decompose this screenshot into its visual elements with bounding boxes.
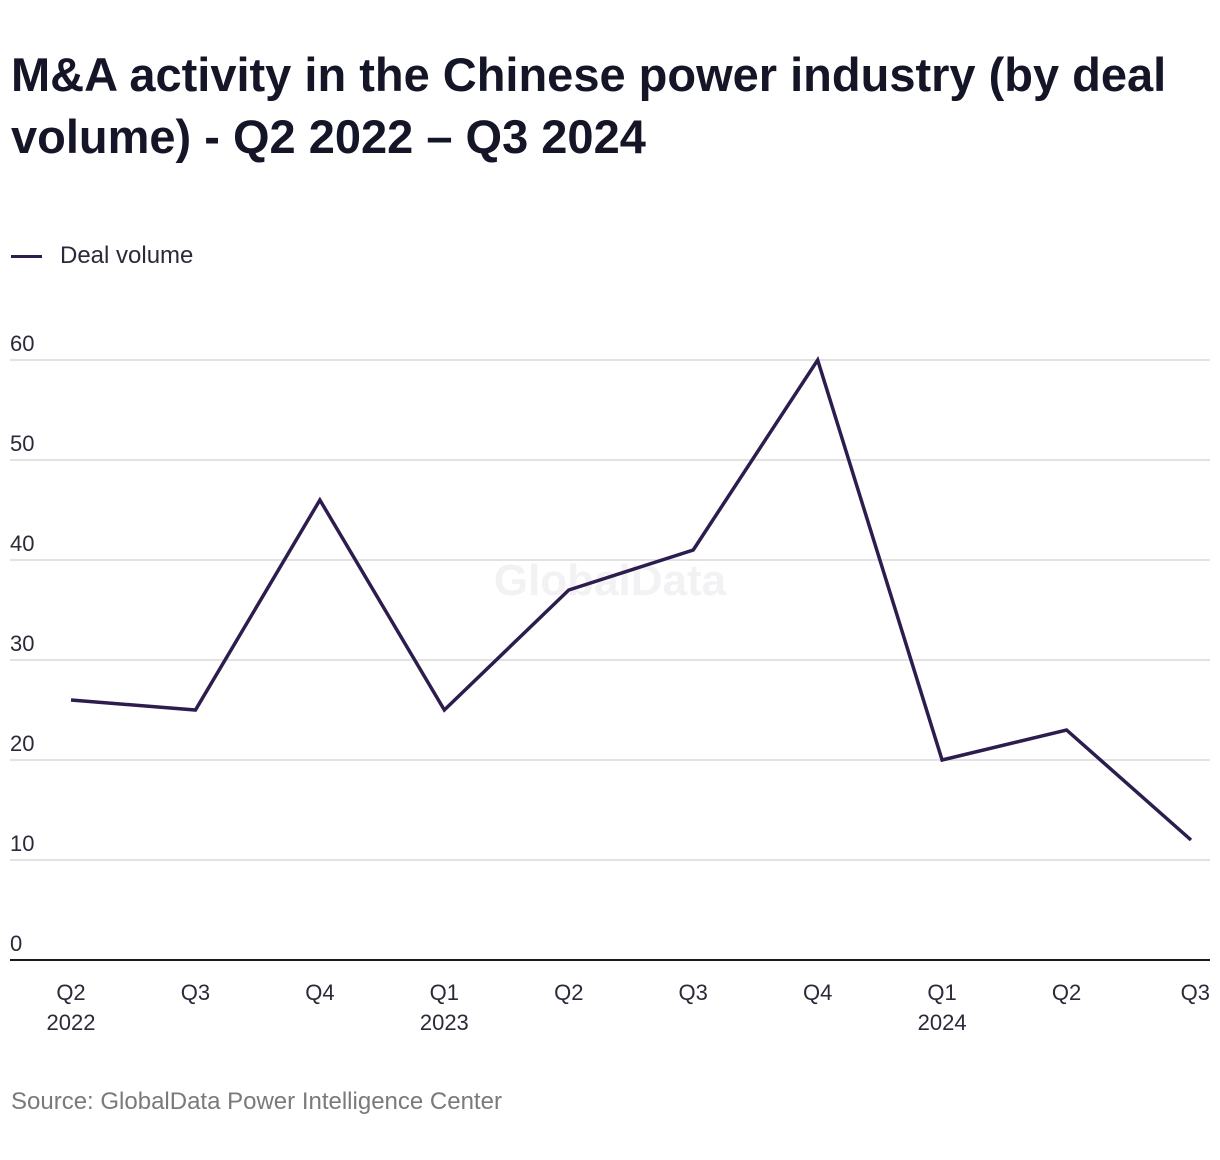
grid-lines bbox=[10, 359, 1210, 961]
series-line bbox=[70, 355, 1193, 842]
x-tick-label: Q3 bbox=[181, 980, 210, 1005]
x-tick-year-label: 2024 bbox=[918, 1010, 967, 1035]
series-layer bbox=[70, 355, 1193, 842]
x-tick-label: Q2 bbox=[1052, 980, 1081, 1005]
source-note: Source: GlobalData Power Intelligence Ce… bbox=[11, 1088, 502, 1115]
legend-label: Deal volume bbox=[60, 242, 194, 269]
legend: Deal volume bbox=[11, 242, 193, 270]
x-tick-label: Q2 bbox=[56, 980, 85, 1005]
watermark: GlobalData bbox=[494, 556, 727, 605]
watermark-layer: GlobalData bbox=[494, 556, 727, 605]
x-tick-year-label: 2022 bbox=[47, 1010, 96, 1035]
x-tick-label: Q3 bbox=[679, 980, 708, 1005]
y-tick-label: 30 bbox=[10, 631, 34, 656]
y-tick-label: 0 bbox=[10, 931, 22, 956]
y-tick-label: 40 bbox=[10, 531, 34, 556]
x-tick-year-label: 2023 bbox=[420, 1010, 469, 1035]
x-tick-label: Q1 bbox=[927, 980, 956, 1005]
y-axis-ticks: 0 10 20 30 40 50 60 bbox=[10, 331, 34, 956]
y-tick-label: 20 bbox=[10, 731, 34, 756]
x-tick-label: Q2 bbox=[554, 980, 583, 1005]
y-tick-label: 10 bbox=[10, 831, 34, 856]
x-tick-label: Q1 bbox=[430, 980, 459, 1005]
x-tick-label: Q3 bbox=[1181, 980, 1210, 1005]
y-tick-label: 60 bbox=[10, 331, 34, 356]
x-tick-label: Q4 bbox=[305, 980, 334, 1005]
legend-swatch bbox=[11, 254, 42, 258]
x-axis-ticks: Q2 2022 Q3 Q4 Q1 2023 Q2 Q3 Q4 Q1 2024 Q2 Q3 bbox=[47, 980, 1210, 1035]
x-tick-label: Q4 bbox=[803, 980, 832, 1005]
y-tick-label: 50 bbox=[10, 431, 34, 456]
chart-title: M&A activity in the Chinese power indust… bbox=[11, 48, 1167, 163]
